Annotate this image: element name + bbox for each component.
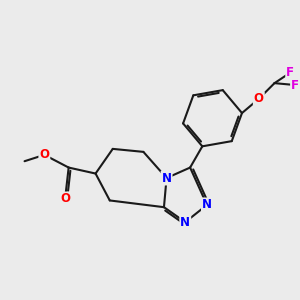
Text: O: O bbox=[61, 193, 71, 206]
Text: N: N bbox=[180, 216, 190, 229]
Text: O: O bbox=[39, 148, 50, 161]
Text: N: N bbox=[202, 198, 212, 212]
Text: F: F bbox=[286, 66, 294, 79]
Text: N: N bbox=[162, 172, 172, 184]
Text: O: O bbox=[254, 92, 264, 105]
Text: F: F bbox=[291, 79, 299, 92]
